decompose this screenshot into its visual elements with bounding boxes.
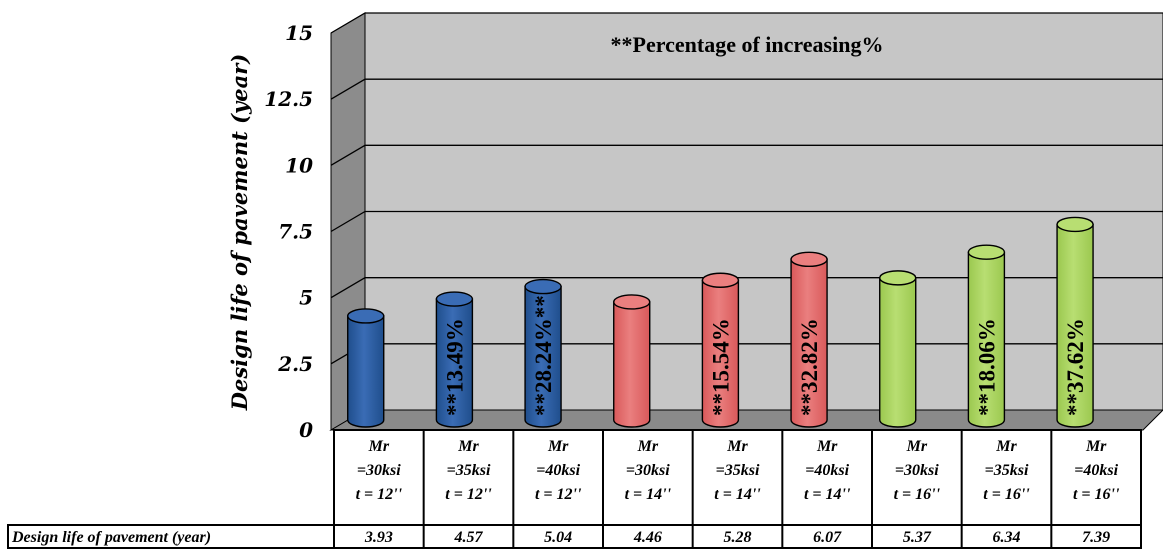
value-label: 7.39 bbox=[1082, 529, 1110, 546]
gridline bbox=[330, 210, 1163, 233]
category-label: Mr bbox=[995, 438, 1017, 455]
gridlines bbox=[330, 12, 1163, 365]
bar-top bbox=[347, 308, 385, 324]
y-tick-label: 12.5 bbox=[264, 87, 313, 111]
category-label: t = 16'' bbox=[1073, 486, 1120, 503]
gridline bbox=[330, 12, 1163, 34]
y-tick-label: 0 bbox=[299, 418, 313, 442]
gridline bbox=[330, 144, 1163, 166]
bar bbox=[701, 279, 740, 428]
y-axis-ticks: 0 2.5 5 7.5 10 12.5 15 bbox=[264, 21, 313, 442]
percent-label: **18.06% bbox=[974, 318, 999, 416]
category-label: =35ksi bbox=[447, 462, 491, 479]
category-label: Mr bbox=[368, 438, 390, 455]
chart-annotation: **Percentage of increasing% bbox=[611, 32, 884, 57]
value-label: 6.34 bbox=[993, 529, 1021, 546]
bar bbox=[879, 277, 917, 428]
category-label: Mr bbox=[906, 438, 928, 455]
bar-top bbox=[701, 272, 740, 288]
category-label: =30ksi bbox=[895, 462, 939, 479]
bar bbox=[347, 315, 385, 428]
category-label: =40ksi bbox=[805, 462, 849, 479]
bar-top bbox=[1056, 216, 1094, 233]
bar-top bbox=[790, 251, 828, 268]
category-label: Mr bbox=[726, 438, 748, 455]
category-label: t = 14'' bbox=[804, 486, 851, 503]
category-label: Mr bbox=[1085, 438, 1107, 455]
bar bbox=[790, 258, 828, 428]
bar-top bbox=[524, 278, 562, 295]
y-tick-label: 7.5 bbox=[278, 220, 313, 244]
percent-label: **37.62% bbox=[1063, 318, 1088, 416]
category-label: =40ksi bbox=[536, 462, 580, 479]
bar bbox=[1056, 223, 1094, 428]
percent-label: **28.24%** bbox=[531, 295, 556, 416]
value-label: 5.04 bbox=[544, 529, 572, 546]
category-label: Mr bbox=[816, 438, 838, 455]
category-label: Mr bbox=[457, 438, 479, 455]
bar bbox=[967, 251, 1006, 428]
y-tick-label: 10 bbox=[285, 153, 313, 177]
table-value-row bbox=[7, 524, 1142, 549]
category-label: =30ksi bbox=[357, 462, 401, 479]
table-header-row bbox=[333, 429, 1142, 526]
value-label: 4.57 bbox=[454, 529, 484, 546]
value-label: 5.37 bbox=[903, 529, 932, 546]
y-tick-label: 15 bbox=[285, 21, 313, 45]
category-label: Mr bbox=[547, 438, 569, 455]
percent-label: **15.54% bbox=[708, 318, 733, 416]
category-label: =35ksi bbox=[716, 462, 760, 479]
category-label: t = 16'' bbox=[983, 486, 1030, 503]
category-label: =35ksi bbox=[985, 462, 1029, 479]
data-table: Design life of pavement (year) Mr =30ksi t … bbox=[7, 429, 1142, 549]
gridline bbox=[330, 78, 1163, 100]
bar-top bbox=[613, 294, 651, 310]
value-label: 4.46 bbox=[633, 529, 662, 546]
category-label: t = 14'' bbox=[625, 486, 672, 503]
category-label: Mr bbox=[637, 438, 659, 455]
bar-top bbox=[967, 244, 1006, 260]
y-axis-label: Design life of pavement (year) bbox=[227, 54, 252, 411]
value-label: 6.07 bbox=[813, 529, 842, 546]
table-row-label: Design life of pavement (year) bbox=[11, 529, 211, 546]
category-label: t = 14'' bbox=[714, 486, 761, 503]
bar bbox=[435, 298, 474, 428]
value-label: 3.93 bbox=[364, 529, 393, 546]
y-tick-label: 5 bbox=[299, 286, 313, 310]
category-label: t = 12'' bbox=[356, 486, 403, 503]
percent-label: **32.82% bbox=[797, 318, 822, 416]
bar bbox=[613, 301, 651, 428]
bars: **13.49% **28.24%** **15.54% **32.82% **18.0… bbox=[347, 216, 1094, 428]
category-label: =40ksi bbox=[1074, 462, 1118, 479]
bar-top bbox=[435, 291, 474, 307]
bar bbox=[524, 285, 562, 428]
category-label: t = 16'' bbox=[894, 486, 941, 503]
bar-top bbox=[879, 270, 917, 286]
y-tick-label: 2.5 bbox=[277, 352, 313, 376]
percent-label: **13.49% bbox=[442, 318, 467, 416]
value-label: 5.28 bbox=[724, 529, 752, 546]
category-label: t = 12'' bbox=[445, 486, 492, 503]
category-label: =30ksi bbox=[626, 462, 670, 479]
category-label: t = 12'' bbox=[535, 486, 582, 503]
